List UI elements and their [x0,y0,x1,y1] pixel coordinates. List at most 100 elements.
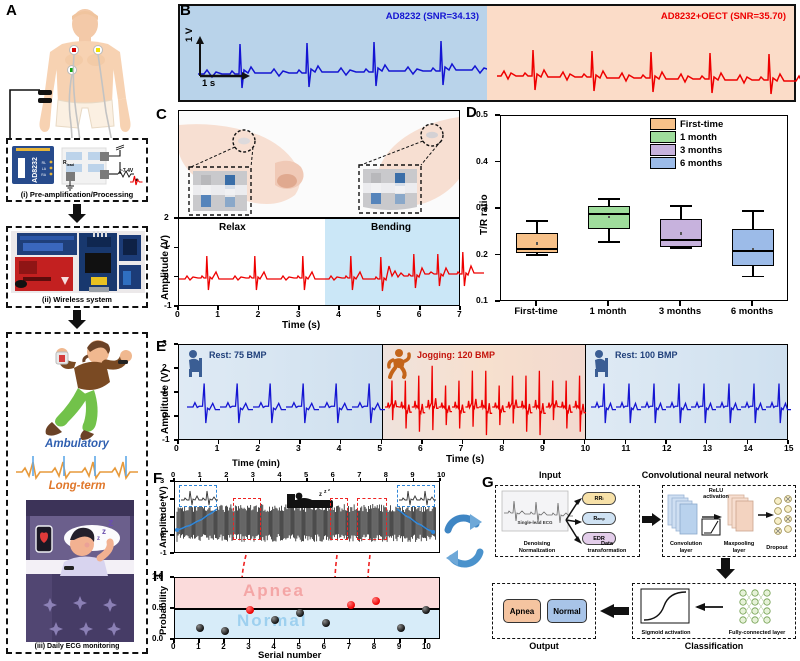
svg-text:z: z [97,536,100,542]
data-point-2 [221,627,229,635]
panel-f-inset-left [179,485,217,507]
legend-swatch-0 [650,118,676,130]
g-relu-label: ReLU activation [701,488,731,501]
legend-item-3[interactable]: 6 months [650,157,723,169]
ambulatory-label: Ambulatory [8,438,146,450]
panel-f-ytickmark-3 [170,480,174,481]
panel-c-xtickmark-7 [459,306,461,310]
panel-e-xtickmark-11 [625,440,627,444]
g-arrow-input-to-cnn-icon [642,512,662,528]
panel-e-xtick-15: 15 [784,443,793,453]
feature-rr-pill: RR i [582,492,616,505]
bidirectional-cycle-icon [440,508,488,578]
panel-c-xtick-4: 4 [336,309,341,319]
inset-ecg-left [180,486,216,506]
panel-b: AD8232 (SNR=34.13) 1 V 1 s AD8232+OECT (… [178,4,796,102]
legend-item-2[interactable]: 3 months [650,144,723,156]
mean-marker [752,248,755,251]
panel-e-xlabel: Time (s) [446,454,484,465]
panel-f-ytick-0: 0 [160,530,164,539]
legend-label-1: 1 month [680,132,717,143]
decorative-ecg-strip [16,454,142,480]
g-arrow-cnn-to-classification-icon [716,558,736,580]
svg-text:RA: RA [41,173,46,177]
panel-c-xtickmark-4 [338,306,340,310]
step-i-box: AD8232 RL LA RA Rlead [6,138,148,202]
g-fc-label: Fully-connected layer [721,630,793,636]
panel-e-xtick-8: 8 [499,443,504,453]
oect-snr-label: AD8232+OECT (SNR=35.70) [661,11,786,22]
panel-e-ytick-2: 2 [162,362,167,372]
panel-c-xtickmark-3 [298,306,300,310]
panel-e-xtickmark-14 [747,440,749,444]
g-input-box: Single-lead ECG RR i Ramp EDR Denoising No… [495,485,640,557]
panel-d-ytickmark-0.1 [495,300,500,302]
panel-d-ytick-0.5: 0.5 [476,109,488,119]
legend-item-0[interactable]: First-time [650,118,723,130]
svg-text:LA: LA [42,167,47,171]
panel-c-xtickmark-0 [177,306,179,310]
panel-h-xtick-9: 9 [397,642,401,651]
panel-e-xtickmark-0 [177,440,179,444]
hand-photos [179,111,459,217]
panel-e-xtick-3: 3 [296,443,301,453]
svg-text:RL: RL [42,161,46,165]
highlight-window-3 [357,498,387,540]
whisker-cap-lower [670,247,692,249]
preamp-schematic: AD8232 RL LA RA [10,142,146,188]
data-point-4 [271,616,279,624]
panel-h-ytickmark-1 [170,576,174,577]
scale-time-label: 1 s [202,78,215,89]
panel-h-xtick-7: 7 [347,642,351,651]
panel-d-xtick-3: 6 months [726,306,778,317]
panel-e-xtickmark-5 [381,440,383,444]
panel-e-xtick-10: 10 [581,443,590,453]
input-branch-arrows [566,492,584,546]
panel-e-ytickmark-1 [174,391,178,393]
whisker-upper [536,221,538,233]
panel-d-ytick-0.2: 0.2 [476,249,488,259]
panel-c-xtick-0: 0 [175,309,180,319]
panel-e-ytick-1: 1 [162,386,167,396]
panel-h-ytick-0.5: 0.5 [152,603,163,612]
panel-f-ytick--1: -1 [160,548,167,557]
panel-d-legend: First-time 1 month 3 months 6 months [650,118,723,170]
feature-rr-label: RR [595,496,603,502]
g-transform-label: Data transformation [576,541,638,554]
panel-c-xtick-5: 5 [376,309,381,319]
svg-text:z: z [102,527,106,536]
g-classification-box: Sigmoid activation Fully-connected layer [632,583,796,639]
panel-e-xtick-13: 13 [703,443,712,453]
panel-h-xtick-1: 1 [196,642,200,651]
panel-d-ylabel: T/R ratio [479,194,490,235]
whisker-cap-lower [526,254,548,256]
panel-h-xtickmark-4 [274,639,275,643]
panel-e-ytickmark-2 [174,367,178,369]
resistor-label: Rlead [63,160,74,167]
panel-h-xtickmark-7 [349,639,350,643]
legend-item-1[interactable]: 1 month [650,131,723,143]
panel-c-ytickmark-1 [174,247,178,249]
output-normal-button[interactable]: Normal [547,599,587,623]
panel-e-letter: E [156,338,166,355]
legend-swatch-1 [650,131,676,143]
panel-c-ytick-2: 2 [164,212,169,222]
panel-h-xtick-4: 4 [271,642,275,651]
g-conv-label: Convolution layer [663,541,709,554]
inset-ecg-right [398,486,434,506]
panel-e-ytickmark-0 [174,415,178,417]
panel-h-xtickmark-5 [299,639,300,643]
step-iii-box: Ambulatory Long-term z z z [6,332,148,654]
panel-d-xtickmark-3 [751,301,753,306]
whisker-cap-lower [598,241,620,243]
whisker-cap-upper [526,220,548,222]
output-apnea-button[interactable]: Apnea [503,599,541,623]
panel-e-xtick-2: 2 [255,443,260,453]
panel-c-ytickmark-2 [174,217,178,219]
panel-h-xtick-0: 0 [171,642,175,651]
sleeping-monitoring-illustration: z z z [26,500,134,642]
panel-b-ad8232-half: AD8232 (SNR=34.13) 1 V 1 s [180,6,487,100]
panel-d-ytickmark-0.5 [495,114,500,116]
panel-c-ecg-trace [179,219,458,304]
whisker-cap-upper [598,198,620,200]
